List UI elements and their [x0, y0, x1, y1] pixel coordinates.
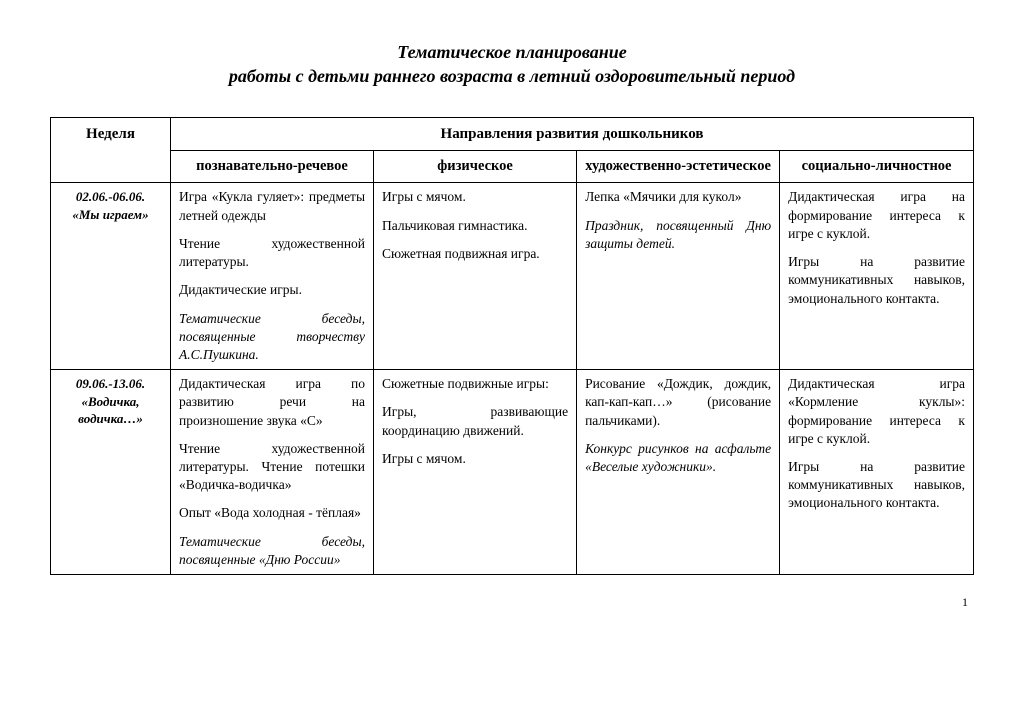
cell-col3: Рисование «Дождик, дождик, кап-кап-кап…»…	[577, 370, 780, 575]
cell-text-italic: Конкурс рисунков на асфальте «Веселые ху…	[585, 440, 771, 476]
week-cell: 09.06.-13.06. «Водичка, водичка…»	[51, 370, 171, 575]
cell-text: Чтение художественной литературы.	[179, 235, 365, 271]
cell-col2: Игры с мячом. Пальчиковая гимнастика. Сю…	[374, 183, 577, 370]
table-row: 02.06.-06.06. «Мы играем» Игра «Кукла гу…	[51, 183, 974, 370]
cell-col1: Игра «Кукла гуляет»: предметы летней оде…	[170, 183, 373, 370]
cell-text: Дидактическая игра на формирование интер…	[788, 188, 965, 243]
cell-text: Дидактическая игра по развитию речи на п…	[179, 375, 365, 430]
week-name: «Водичка, водичка…»	[59, 393, 162, 428]
cell-text: Рисование «Дождик, дождик, кап-кап-кап…»…	[585, 375, 771, 430]
cell-text: Лепка «Мячики для кукол»	[585, 188, 771, 206]
title-line-1: Тематическое планирование	[50, 40, 974, 64]
header-col1: познавательно-речевое	[170, 150, 373, 183]
table-row: 09.06.-13.06. «Водичка, водичка…» Дидакт…	[51, 370, 974, 575]
cell-col1: Дидактическая игра по развитию речи на п…	[170, 370, 373, 575]
header-col3: художественно-эстетическое	[577, 150, 780, 183]
cell-col3: Лепка «Мячики для кукол» Праздник, посвя…	[577, 183, 780, 370]
cell-col2: Сюжетные подвижные игры: Игры, развивающ…	[374, 370, 577, 575]
cell-text: Сюжетная подвижная игра.	[382, 245, 568, 263]
cell-text: Пальчиковая гимнастика.	[382, 217, 568, 235]
cell-text-italic: Тематические беседы, посвященные «Дню Ро…	[179, 533, 365, 569]
cell-text: Сюжетные подвижные игры:	[382, 375, 568, 393]
document-title: Тематическое планирование работы с детьм…	[50, 40, 974, 89]
week-name: «Мы играем»	[59, 206, 162, 224]
cell-text: Опыт «Вода холодная - тёплая»	[179, 504, 365, 522]
cell-text: Чтение художественной литературы. Чтение…	[179, 440, 365, 495]
cell-text: Игры на развитие коммуникативных навыков…	[788, 458, 965, 513]
page-number: 1	[50, 595, 974, 610]
week-cell: 02.06.-06.06. «Мы играем»	[51, 183, 171, 370]
header-week: Неделя	[51, 117, 171, 183]
cell-text-italic: Праздник, посвященный Дню защиты детей.	[585, 217, 771, 253]
header-col2: физическое	[374, 150, 577, 183]
cell-text: Игры, развивающие координацию движений.	[382, 403, 568, 439]
week-date: 02.06.-06.06.	[59, 188, 162, 206]
week-date: 09.06.-13.06.	[59, 375, 162, 393]
cell-text: Дидактическая игра «Кормление куклы»: фо…	[788, 375, 965, 448]
cell-text: Игры с мячом.	[382, 188, 568, 206]
cell-text: Дидактические игры.	[179, 281, 365, 299]
cell-text: Игры с мячом.	[382, 450, 568, 468]
cell-col4: Дидактическая игра на формирование интер…	[780, 183, 974, 370]
cell-text: Игра «Кукла гуляет»: предметы летней оде…	[179, 188, 365, 224]
cell-text-italic: Тематические беседы, посвященные творчес…	[179, 310, 365, 365]
planning-table: Неделя Направления развития дошкольников…	[50, 117, 974, 576]
cell-col4: Дидактическая игра «Кормление куклы»: фо…	[780, 370, 974, 575]
header-main: Направления развития дошкольников	[170, 117, 973, 150]
header-col4: социально-личностное	[780, 150, 974, 183]
cell-text: Игры на развитие коммуникативных навыков…	[788, 253, 965, 308]
title-line-2: работы с детьми раннего возраста в летни…	[50, 64, 974, 88]
